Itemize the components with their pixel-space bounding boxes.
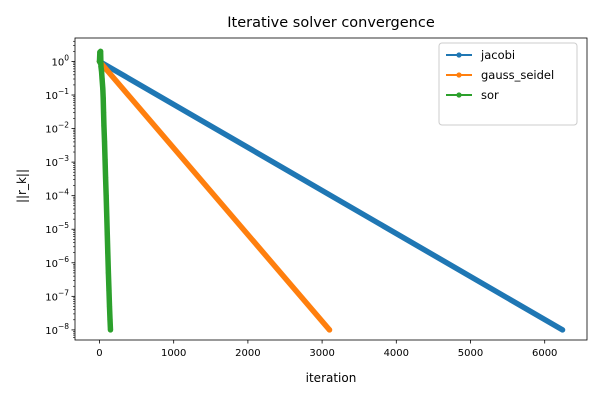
y-tick-label: 10−7: [45, 288, 69, 303]
data-point-sor-19: [106, 287, 112, 294]
data-point-sor-11: [101, 139, 108, 145]
data-point-sor-6: [99, 76, 105, 82]
x-axis-label: iteration: [306, 371, 357, 385]
data-point-sor-22: [107, 327, 114, 333]
x-tick-label: 0: [96, 348, 102, 359]
data-point-sor-7: [100, 86, 106, 92]
data-point-sor-20: [106, 303, 113, 310]
legend-marker-gauss_seidel: [456, 72, 462, 78]
y-tick-label: 10−3: [45, 154, 69, 169]
x-tick-label: 1000: [161, 348, 186, 359]
series-line-gauss_seidel: [96, 58, 333, 333]
axes-frame: [74, 37, 588, 341]
legend-label-jacobi: jacobi: [480, 48, 515, 62]
series-line-jacobi: [96, 58, 566, 333]
data-point-sor-13: [102, 174, 109, 181]
y-tick-label: 10−2: [45, 121, 69, 136]
data-point-sor-4: [98, 64, 104, 70]
legend-marker-jacobi: [456, 52, 462, 58]
y-axis-label: ||r_k||: [15, 169, 29, 203]
y-axis-ticks: 100 10−1 10−2 10−3 10−4 10−5 10−6 10−7 10−8: [45, 40, 75, 338]
data-point-sor-21: [107, 317, 113, 323]
data-point-sor-5: [98, 68, 105, 75]
series-sor: [96, 48, 114, 333]
data-point-sor-16: [104, 231, 110, 238]
data-point-sor-8: [100, 95, 106, 101]
x-axis-ticks: 0 1000 2000 3000 4000 5000 6000: [96, 340, 557, 359]
x-tick-label: 2000: [235, 348, 260, 359]
data-point-sor-3: [98, 48, 104, 54]
y-tick-label: 10−5: [45, 221, 69, 236]
legend-marker-sor: [456, 92, 462, 98]
legend-box: [438, 42, 578, 126]
data-point-sor-17: [105, 250, 111, 256]
data-point-gauss_seidel-1: [326, 327, 333, 333]
y-tick-label: 10−1: [45, 87, 69, 102]
x-tick-label: 5000: [458, 348, 483, 359]
data-point-sor-18: [105, 270, 111, 276]
data-point-sor-14: [103, 193, 109, 199]
chart-title: Iterative solver convergence: [227, 15, 435, 31]
x-tick-label: 6000: [532, 348, 557, 359]
y-tick-label: 10−6: [45, 255, 69, 270]
data-point-jacobi-1: [559, 327, 566, 333]
data-point-sor-10: [101, 123, 107, 129]
x-tick-label: 3000: [309, 348, 334, 359]
data-point-sor-9: [100, 109, 107, 116]
x-tick-label: 4000: [384, 348, 409, 359]
legend-label-sor: sor: [481, 88, 499, 102]
data-point-sor-12: [102, 156, 108, 163]
y-tick-label: 100: [51, 53, 69, 68]
legend-label-gauss_seidel: gauss_seidel: [481, 68, 554, 82]
y-tick-label: 10−4: [45, 188, 69, 203]
data-point-sor-15: [104, 213, 110, 219]
plot-area: [74, 37, 588, 341]
y-tick-label: 10−8: [45, 322, 69, 337]
